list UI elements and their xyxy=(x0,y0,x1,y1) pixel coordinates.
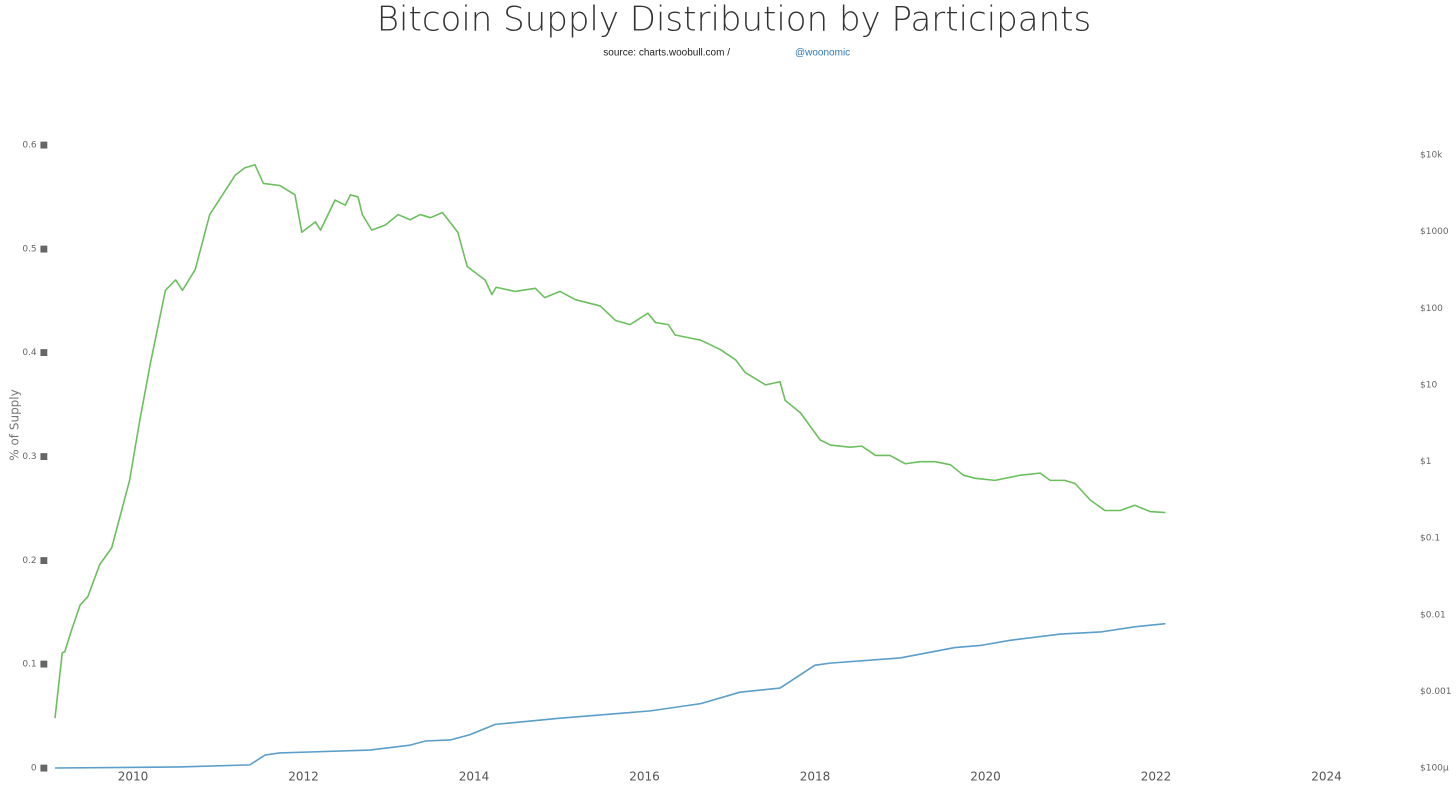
subtitle-link[interactable]: @woonomic xyxy=(795,48,850,59)
x-tick-label: 2020 xyxy=(970,770,1001,784)
y-axis-label: % of Supply xyxy=(8,389,22,461)
y-tick-label: 0.5 ■ xyxy=(22,244,48,254)
y2-tick-label: $100 xyxy=(1420,304,1443,314)
x-tick-label: 2018 xyxy=(800,770,831,784)
y2-tick-label: $0.01 xyxy=(1420,610,1446,620)
y2-tick-label: $0.1 xyxy=(1420,534,1440,544)
x-tick-label: 2012 xyxy=(288,770,319,784)
y2-tick-label: $0.001 xyxy=(1420,687,1452,697)
x-tick-label: 2024 xyxy=(1311,770,1342,784)
x-tick-label: 2010 xyxy=(118,770,149,784)
y2-tick-label: $1000 xyxy=(1420,227,1449,237)
y2-tick-label: $1 xyxy=(1420,457,1431,467)
y-tick-label: 0.4 ■ xyxy=(22,348,48,358)
line-series xyxy=(54,163,1166,719)
y-tick-label: 0.1 ■ xyxy=(22,660,48,670)
x-tick-label: 2016 xyxy=(629,770,660,784)
y2-tick-label: $10k xyxy=(1420,151,1443,161)
line-series xyxy=(54,622,1166,769)
y2-tick-label: $100µ xyxy=(1420,764,1449,774)
y-tick-label: 0.2 ■ xyxy=(22,556,48,566)
chart-subtitle: source: charts.woobull.com / xyxy=(603,48,730,59)
x-tick-label: 2014 xyxy=(459,770,490,784)
chart-title: Bitcoin Supply Distribution by Participa… xyxy=(377,0,1091,40)
x-tick-label: 2022 xyxy=(1141,770,1172,784)
y2-tick-label: $10 xyxy=(1420,380,1437,390)
y-tick-label: 0 ■ xyxy=(31,764,48,774)
y-tick-label: 0.3 ■ xyxy=(22,452,48,462)
y-tick-label: 0.6 ■ xyxy=(22,141,48,151)
